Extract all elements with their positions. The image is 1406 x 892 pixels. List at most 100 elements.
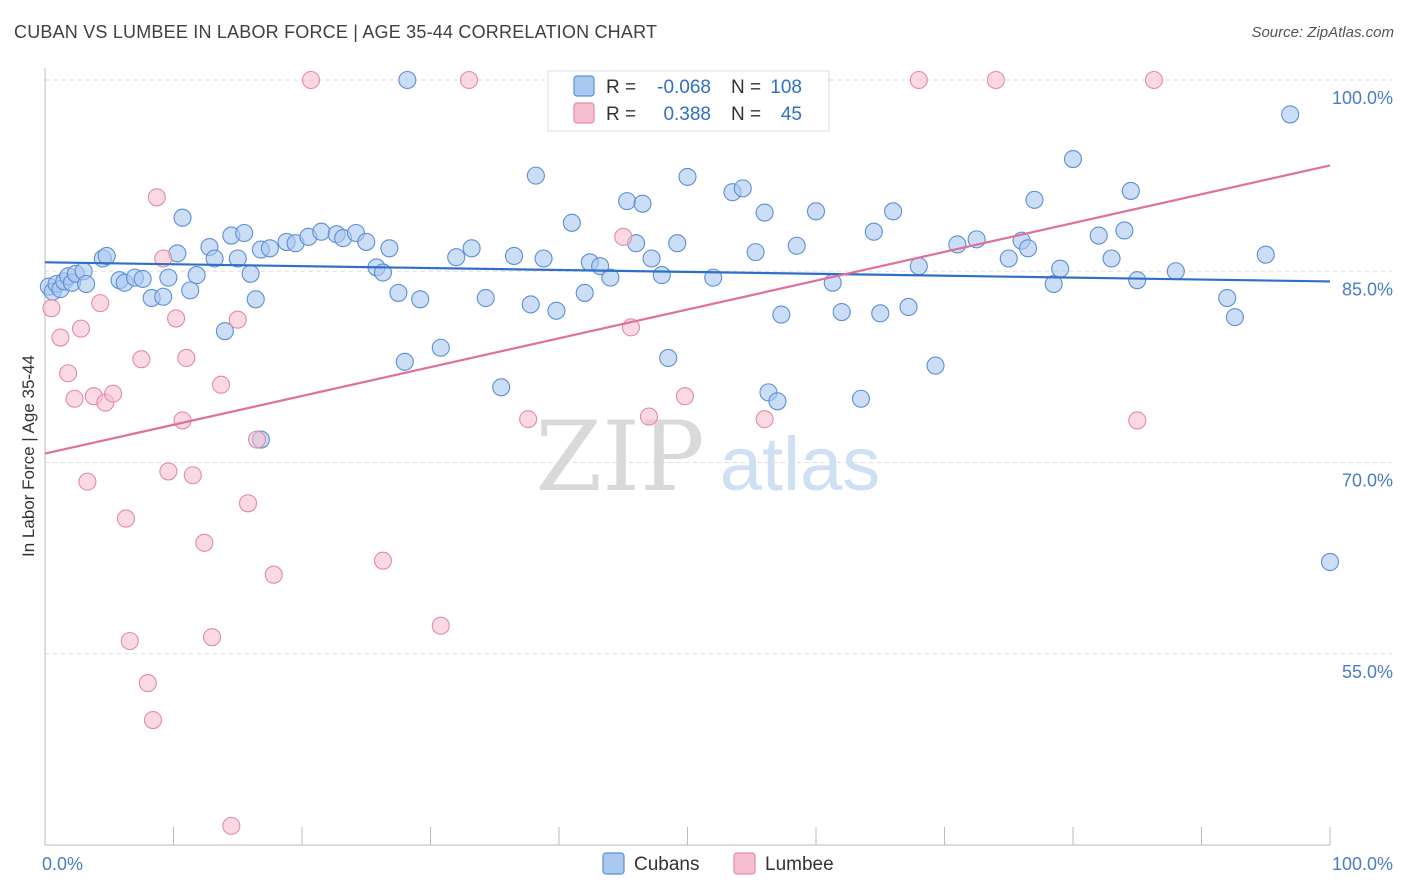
point-cubans-72 [733,179,752,198]
point-lumbee-1 [51,328,70,347]
bottom-legend-label-cubans: Cubans [634,854,700,875]
point-cubans-53 [521,295,540,314]
point-cubans-25 [215,322,234,341]
legend-r-lumbee: 0.388 [663,104,711,125]
point-cubans-74 [755,203,774,222]
point-cubans-21 [181,281,200,300]
point-cubans-96 [1051,259,1070,278]
point-lumbee-4 [71,319,91,338]
point-cubans-18 [159,268,178,287]
point-cubans-77 [772,305,791,324]
point-cubans-103 [1166,262,1185,281]
point-lumbee-33 [459,70,479,90]
point-lumbee-30 [301,70,321,90]
point-lumbee-23 [203,628,222,647]
trend-line-lumbee [44,164,1331,455]
point-lumbee-32 [431,616,450,635]
legend-n-lumbee: 45 [781,104,802,125]
point-lumbee-18 [167,309,186,328]
watermark-atlas: atlas [720,422,881,507]
point-lumbee-17 [159,462,178,481]
point-cubans-52 [504,246,524,265]
point-cubans-45 [395,352,414,371]
point-lumbee-11 [120,631,139,651]
point-cubans-50 [476,288,495,308]
point-lumbee-24 [211,375,231,394]
point-lumbee-13 [138,674,157,693]
point-cubans-22 [187,266,206,285]
chart-title: CUBAN VS LUMBEE IN LABOR FORCE | AGE 35-… [14,22,658,42]
point-cubans-28 [235,223,254,243]
point-lumbee-37 [639,407,659,426]
point-cubans-73 [746,243,765,262]
point-cubans-20 [173,208,192,227]
point-lumbee-42 [986,70,1005,90]
point-cubans-24 [205,249,224,268]
point-cubans-94 [1025,190,1044,209]
point-cubans-88 [926,356,945,375]
point-cubans-93 [1018,239,1038,258]
legend-n-label-lumbee: N = [731,104,761,125]
y-tick-label-0: 55.0% [1342,662,1393,682]
y-tick-labels: 55.0% 70.0% 85.0% 100.0% [1332,88,1393,682]
trend-lines [44,164,1331,455]
bottom-legend: Cubans Lumbee [602,852,834,875]
watermark-zip: ZIP [535,401,704,513]
point-lumbee-27 [238,494,258,513]
watermark: ZIP atlas [535,401,880,513]
point-cubans-47 [431,338,450,357]
point-lumbee-35 [614,227,633,246]
point-cubans-83 [864,222,883,241]
point-cubans-81 [832,302,851,322]
bottom-legend-label-lumbee: Lumbee [765,854,834,875]
y-tick-label-1: 70.0% [1342,471,1393,491]
point-cubans-79 [806,202,826,221]
point-lumbee-40 [755,410,774,429]
point-cubans-106 [1256,245,1275,264]
point-cubans-95 [1044,274,1063,294]
point-cubans-27 [228,249,247,268]
point-lumbee-44 [1144,70,1164,90]
data-points [39,70,1340,835]
point-cubans-85 [884,202,903,221]
point-cubans-9 [77,274,96,294]
point-cubans-58 [575,283,594,302]
chart-source: Source: ZipAtlas.com [1251,24,1394,41]
point-cubans-29 [241,264,260,283]
point-lumbee-16 [154,249,173,268]
legend-n-cubans: 108 [770,77,802,98]
point-lumbee-41 [909,70,928,90]
axes [44,68,1331,846]
point-cubans-46 [411,290,430,309]
point-lumbee-43 [1128,411,1147,430]
y-tick-label-3: 100.0% [1332,88,1393,108]
point-cubans-105 [1225,308,1244,327]
legend-r-label-lumbee: R = [606,104,636,125]
point-lumbee-38 [675,387,694,406]
y-tick-label-2: 85.0% [1342,279,1393,299]
point-lumbee-21 [183,466,202,485]
point-cubans-54 [526,166,545,185]
point-cubans-99 [1102,249,1121,268]
point-cubans-97 [1063,150,1083,169]
point-cubans-43 [380,239,399,258]
legend: R = -0.068 N = 108 R = 0.388 N = 45 [547,70,830,132]
point-cubans-36 [312,222,331,241]
point-lumbee-0 [42,299,61,318]
point-cubans-109 [1281,105,1300,124]
point-lumbee-20 [177,348,196,368]
point-cubans-98 [1089,226,1108,245]
x-tick-labels: 0.0% 100.0% [42,854,1393,874]
point-cubans-57 [562,213,581,232]
point-lumbee-3 [65,389,84,408]
point-cubans-100 [1115,221,1134,240]
point-cubans-82 [851,389,871,408]
point-cubans-104 [1218,288,1237,308]
point-lumbee-25 [222,816,241,835]
point-cubans-32 [260,239,279,258]
point-lumbee-15 [147,188,166,207]
legend-swatch-cubans [573,75,595,97]
point-cubans-78 [787,236,806,255]
point-lumbee-7 [91,294,110,313]
